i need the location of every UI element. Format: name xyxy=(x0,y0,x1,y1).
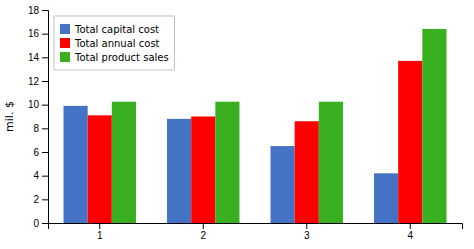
bar xyxy=(295,121,319,223)
y-axis: 0 2 4 6 8 10 12 14 16 18 xyxy=(28,5,49,229)
tick-label: 8 xyxy=(33,123,39,134)
tick-label: 1 xyxy=(97,230,103,241)
tick-label: 2 xyxy=(200,230,206,241)
tick: 10 xyxy=(28,99,48,110)
tick-mark xyxy=(99,223,100,229)
tick: 6 xyxy=(33,147,48,158)
chart: 0246810121416181234Total capital costTot… xyxy=(0,0,474,249)
tick: 2 xyxy=(33,194,48,205)
tick: 4 xyxy=(407,223,413,241)
bar xyxy=(215,102,239,223)
tick: 0 xyxy=(33,218,48,229)
legend-label: Total product sales xyxy=(74,52,169,63)
tick: 12 xyxy=(28,76,48,87)
bar xyxy=(191,117,215,224)
y-axis-title: mil. $ xyxy=(3,101,16,132)
tick-mark xyxy=(203,223,204,229)
bar xyxy=(271,146,295,223)
legend: Total capital cost Total annual cost Total… xyxy=(54,16,175,70)
tick: 4 xyxy=(33,170,48,181)
bar xyxy=(88,115,112,223)
legend-swatch xyxy=(60,38,70,48)
tick: 14 xyxy=(28,52,48,63)
tick-label: 14 xyxy=(28,52,40,63)
bar xyxy=(398,61,422,223)
tick-label: 6 xyxy=(33,147,39,158)
axis-line xyxy=(49,224,463,230)
tick: 2 xyxy=(200,223,206,241)
bar xyxy=(112,102,136,223)
tick-mark xyxy=(42,57,48,58)
tick-mark xyxy=(42,128,48,129)
legend-item: Total capital cost xyxy=(60,24,159,35)
legend-swatch xyxy=(60,52,70,62)
tick-mark xyxy=(306,223,307,229)
tick-mark xyxy=(42,105,48,106)
tick-mark xyxy=(42,10,48,11)
bar xyxy=(374,173,398,223)
tick-mark xyxy=(42,199,48,200)
tick-label: 10 xyxy=(28,99,40,110)
axis-line xyxy=(42,11,49,224)
tick-label: 0 xyxy=(33,218,39,229)
tick: 18 xyxy=(28,5,48,16)
tick-label: 12 xyxy=(28,76,40,87)
legend-label: Total capital cost xyxy=(74,24,159,35)
tick-mark xyxy=(42,152,48,153)
legend-item: Total product sales xyxy=(60,52,169,63)
bar xyxy=(64,106,88,223)
x-axis: 1 2 3 4 xyxy=(49,223,463,241)
tick: 1 xyxy=(97,223,103,241)
legend-frame xyxy=(54,16,175,70)
tick-mark xyxy=(42,223,48,224)
bars xyxy=(64,29,447,223)
bar xyxy=(422,29,446,223)
tick: 3 xyxy=(304,223,310,241)
bar-series xyxy=(88,61,423,223)
legend-item: Total annual cost xyxy=(60,38,160,49)
tick-label: 3 xyxy=(304,230,310,241)
bar xyxy=(167,119,191,223)
tick-mark xyxy=(410,223,411,229)
tick-label: 4 xyxy=(33,170,39,181)
tick: 8 xyxy=(33,123,48,134)
plot: 0246810121416181234Total capital costTot… xyxy=(28,5,463,241)
tick-label: 18 xyxy=(28,5,40,16)
legend-swatch xyxy=(60,24,70,34)
tick-mark xyxy=(42,81,48,82)
tick-mark xyxy=(42,176,48,177)
legend-label: Total annual cost xyxy=(74,38,160,49)
tick-mark xyxy=(42,34,48,35)
tick-label: 2 xyxy=(33,194,39,205)
tick-label: 16 xyxy=(28,28,40,39)
tick: 16 xyxy=(28,28,48,39)
bar xyxy=(319,102,343,223)
tick-label: 4 xyxy=(407,230,413,241)
